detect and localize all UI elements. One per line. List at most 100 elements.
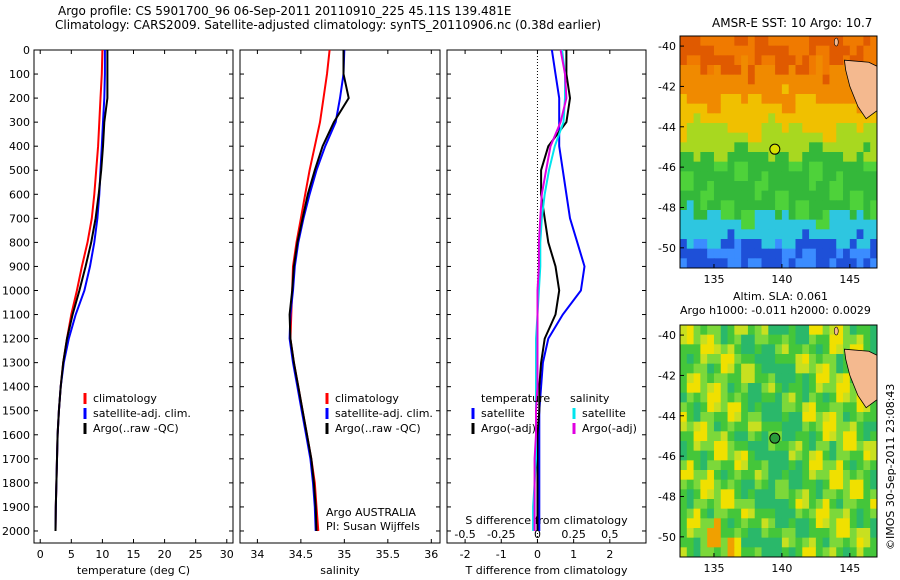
map-cell <box>815 84 824 95</box>
map-cell <box>795 383 803 394</box>
map-cell <box>815 383 824 394</box>
map-cell <box>686 229 695 240</box>
map-cell <box>686 450 695 461</box>
map-cell <box>781 528 790 539</box>
map-cell <box>761 248 769 259</box>
map-cell <box>727 258 735 269</box>
map-cell <box>700 412 708 423</box>
map-cell <box>734 402 742 413</box>
map-cell <box>781 36 790 47</box>
map-cell <box>775 219 783 230</box>
map-cell <box>686 200 695 211</box>
map-cell <box>795 229 803 240</box>
map-cell <box>809 45 817 56</box>
map-cell <box>836 248 844 259</box>
map-cell <box>707 65 715 76</box>
map-cell <box>686 55 695 66</box>
map-cell <box>741 210 749 221</box>
map-cell <box>788 421 796 432</box>
plot-frame-salinity <box>239 49 441 544</box>
map-cell <box>795 392 803 403</box>
map-cell <box>680 200 688 211</box>
map-cell <box>775 363 783 374</box>
map-cell <box>700 36 708 47</box>
map-cell <box>741 470 749 481</box>
map-cell <box>741 200 749 211</box>
map-cell <box>781 402 790 413</box>
map-cell <box>720 344 729 355</box>
map-cell <box>781 181 790 192</box>
map-cell <box>734 55 742 66</box>
map-cell <box>747 383 756 394</box>
map-cell <box>686 354 695 365</box>
map-cell <box>856 45 864 56</box>
s-tick-label: 0.5 <box>601 528 619 541</box>
map-cell <box>700 239 708 250</box>
map-cell <box>707 190 715 201</box>
map-cell <box>863 518 871 529</box>
map-cell <box>809 373 817 384</box>
map-cell <box>809 84 817 95</box>
map-cell <box>815 489 824 500</box>
map-cell <box>781 94 790 105</box>
map-cell <box>686 258 695 269</box>
map-cell <box>815 94 824 105</box>
map-cell <box>795 36 803 47</box>
map-cell <box>680 258 688 269</box>
map-cell <box>727 402 735 413</box>
map-cell <box>680 499 688 510</box>
map-cell <box>686 344 695 355</box>
map-cell <box>843 200 851 211</box>
map-cell <box>754 373 763 384</box>
map-cell <box>747 508 756 519</box>
map-cell <box>727 65 735 76</box>
map-cell <box>822 45 830 56</box>
land-king-island <box>833 37 839 47</box>
map-cell <box>802 528 810 539</box>
map-cell <box>734 508 742 519</box>
map-cell <box>727 200 735 211</box>
map-cell <box>713 45 722 56</box>
map-cell <box>686 132 695 143</box>
map-cell <box>713 499 722 510</box>
map-cell <box>727 55 735 66</box>
map-cell <box>720 537 729 548</box>
map-cell <box>829 354 837 365</box>
map-cell <box>727 344 735 355</box>
figure-title-line2: Climatology: CARS2009. Satellite-adjuste… <box>55 18 602 32</box>
map-cell <box>802 421 810 432</box>
map-cell <box>822 460 830 471</box>
map-cell <box>849 113 858 124</box>
map-cell <box>829 190 837 201</box>
map-cell <box>870 248 878 259</box>
map-cell <box>686 161 695 172</box>
map-cell <box>761 334 769 345</box>
map-cell <box>754 402 763 413</box>
map-cell <box>680 392 688 403</box>
map-cell <box>734 412 742 423</box>
map-cell <box>836 123 844 134</box>
map-cell <box>809 94 817 105</box>
map-cell <box>822 219 830 230</box>
map-cell <box>829 373 837 384</box>
map-cell <box>707 392 715 403</box>
map-cell <box>700 450 708 461</box>
map-cell <box>809 239 817 250</box>
map-cell <box>713 248 722 259</box>
map-cell <box>781 499 790 510</box>
map-cell <box>829 441 837 452</box>
map-cell <box>727 441 735 452</box>
land-tasmania <box>843 348 878 409</box>
map-cell <box>843 460 851 471</box>
map-cell <box>843 103 851 114</box>
map-y-tick-label: -42 <box>658 369 676 382</box>
x-tick-label-differences: 1 <box>570 548 577 561</box>
map-cell <box>720 94 729 105</box>
map-cell <box>843 219 851 230</box>
map-cell <box>713 152 722 163</box>
map-cell <box>700 65 708 76</box>
map-cell <box>768 499 776 510</box>
map-cell <box>768 65 776 76</box>
legend-label: satellite-adj. clim. <box>335 407 433 420</box>
map-cell <box>720 84 729 95</box>
